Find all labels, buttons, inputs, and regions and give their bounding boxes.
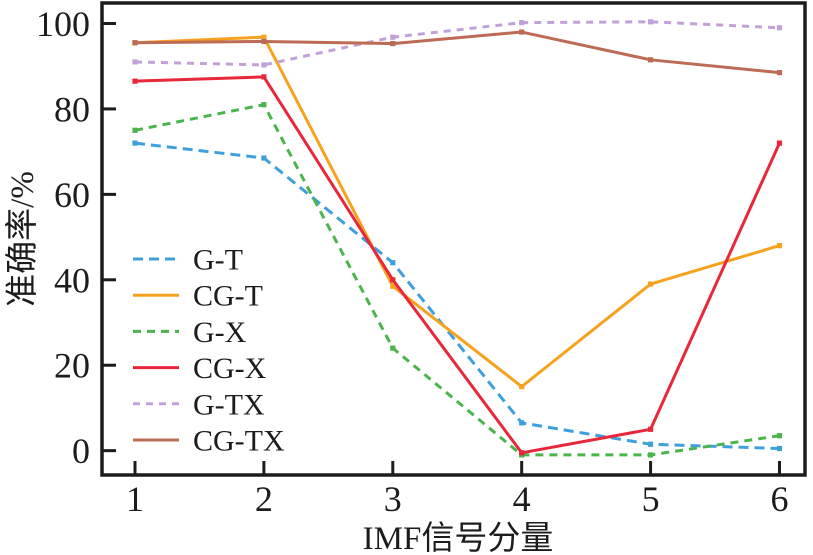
y-tick-label: 100	[36, 4, 90, 44]
x-tick-label: 1	[126, 479, 144, 519]
series-marker-cg-x	[132, 78, 138, 84]
legend-item-cg-x: CG-X	[133, 352, 267, 385]
legend: G-TCG-TG-XCG-XG-TX CG-TX	[133, 244, 285, 458]
series-marker-cg-t	[776, 243, 783, 249]
y-tick-label: 80	[54, 89, 90, 129]
legend-label: CG-X	[193, 352, 267, 385]
series-marker-cg-x	[776, 140, 783, 146]
series-line-cg-x	[134, 75, 781, 455]
legend-item-cg-t: CG-T	[133, 280, 263, 313]
x-axis-title: IMF信号分量	[363, 520, 554, 555]
series-marker-g-tx	[261, 62, 267, 68]
series-marker-cg-tx	[390, 40, 396, 47]
series-marker-g-t	[261, 155, 267, 161]
series-marker-g-t	[647, 441, 654, 447]
legend-label: G-TX	[193, 388, 265, 421]
x-tick-label: 6	[770, 479, 788, 519]
y-tick-label: 60	[54, 175, 90, 215]
series-marker-cg-tx	[647, 57, 654, 63]
series-marker-g-tx	[132, 59, 138, 65]
series-marker-g-tx	[776, 25, 783, 31]
series-marker-g-tx	[519, 20, 525, 26]
series-marker-cg-x	[647, 426, 654, 432]
legend-label: CG-TX	[193, 425, 285, 458]
y-tick-label: 0	[72, 431, 90, 471]
series-line-g-x	[134, 103, 780, 457]
series-marker-cg-t	[261, 34, 267, 40]
series-marker-g-t	[390, 260, 396, 266]
series-marker-g-t	[776, 445, 783, 452]
series-marker-cg-t	[519, 383, 525, 390]
x-tick-label: 2	[255, 479, 273, 519]
legend-label: G-X	[193, 316, 247, 349]
series-marker-cg-tx	[132, 40, 138, 46]
y-tick-label: 40	[54, 260, 90, 300]
series-marker-cg-x	[261, 74, 267, 80]
series-marker-g-x	[261, 102, 267, 108]
series-marker-g-t	[132, 140, 138, 146]
series-marker-cg-t	[390, 283, 396, 289]
legend-label: CG-T	[193, 280, 263, 313]
x-tick-label: 3	[384, 479, 402, 519]
x-tick-label: 4	[513, 479, 531, 519]
y-axis-title: 准确率/%	[4, 171, 41, 307]
legend-item-cg-tx: CG-TX	[133, 425, 285, 458]
series-marker-cg-t	[647, 281, 654, 287]
series-marker-g-x	[390, 345, 396, 351]
series-marker-cg-tx	[519, 29, 525, 35]
series-marker-g-x	[647, 452, 654, 458]
x-tick-label: 5	[642, 479, 660, 519]
series-marker-g-t	[519, 420, 525, 426]
axes-layer: 0 20 40 60 80 100 1 2 3 4 5 6	[36, 1, 807, 519]
series-marker-g-tx	[390, 34, 396, 40]
legend-item-g-x: G-X	[133, 316, 247, 349]
plot-frame	[100, 1, 807, 477]
series-line-g-tx	[134, 20, 780, 67]
series-line-cg-tx	[134, 30, 780, 75]
series-marker-cg-tx	[776, 70, 783, 76]
series-marker-cg-x	[519, 450, 525, 456]
series-line-cg-t	[134, 35, 780, 389]
legend-item-g-tx: G-TX	[133, 388, 265, 421]
series-marker-cg-tx	[261, 38, 267, 45]
series-marker-cg-x	[390, 277, 396, 283]
series-marker-g-tx	[647, 19, 654, 25]
series-layer	[132, 19, 783, 458]
legend-label: G-T	[193, 244, 243, 277]
series-marker-g-x	[776, 433, 783, 439]
y-tick-label: 20	[54, 346, 90, 386]
series-marker-g-x	[132, 127, 138, 133]
legend-item-g-t: G-T	[133, 244, 243, 277]
